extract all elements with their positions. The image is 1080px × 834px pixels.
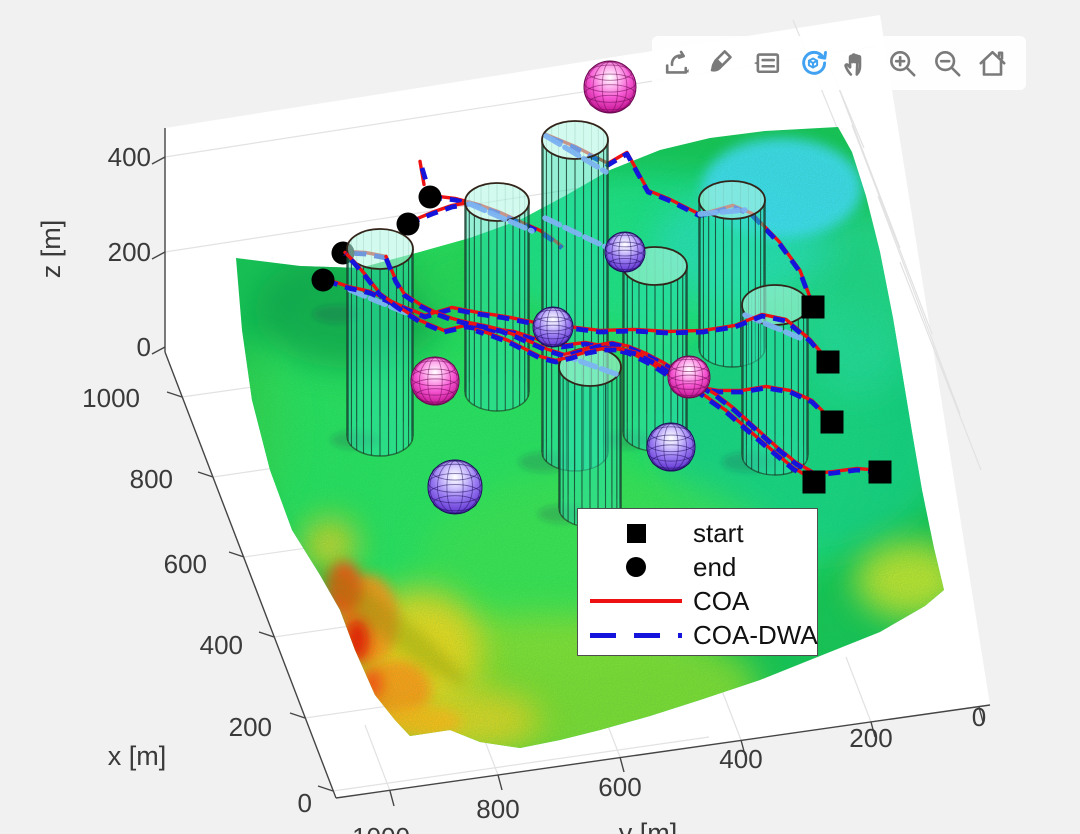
y-tick-400: 400 <box>719 744 762 774</box>
legend-row-coa-dwa: COA-DWA <box>588 618 818 652</box>
x-axis-label: x [m] <box>108 741 167 771</box>
obstacle-sphere-magenta <box>667 355 711 399</box>
start-marker <box>802 470 826 494</box>
y-tick-200: 200 <box>849 723 892 753</box>
x-tick-400: 400 <box>200 630 243 660</box>
z-tick-400: 400 <box>108 142 151 172</box>
start-marker <box>816 350 840 374</box>
obstacle-sphere-magenta <box>583 60 637 114</box>
tick-labels: 400 200 0 1000 800 600 400 200 0 1000 80… <box>82 142 986 834</box>
sphere-obstacles <box>410 60 711 515</box>
start-marker <box>820 410 844 434</box>
x-tick-1000: 1000 <box>82 383 140 413</box>
export-button[interactable] <box>655 39 700 87</box>
y-tick-800: 800 <box>476 794 519 824</box>
legend-end-marker <box>626 557 646 577</box>
y-tick-0: 0 <box>972 702 986 732</box>
legend-end-label: end <box>693 551 737 582</box>
cylinder-top-rim <box>698 180 766 220</box>
axes-toolbar <box>652 36 1026 90</box>
datatips-button[interactable] <box>745 39 790 87</box>
x-tick-0: 0 <box>298 788 312 818</box>
legend-coa-dwa-line <box>590 632 682 638</box>
start-end-markers <box>311 185 892 494</box>
obstacle-sphere-purple <box>646 422 696 472</box>
x-axis-line <box>164 351 337 799</box>
end-marker <box>418 185 442 209</box>
legend-row-coa: COA <box>588 584 817 618</box>
pan-button[interactable] <box>835 39 880 87</box>
path-through-cylinder <box>697 207 748 217</box>
legend[interactable]: start end COA COA-DWA <box>577 508 818 656</box>
brush-icon <box>710 49 732 72</box>
zoom-in-button[interactable] <box>880 39 925 87</box>
obstacle-sphere-purple <box>427 459 483 515</box>
brush-button[interactable] <box>700 39 745 87</box>
cylinder-top-rim <box>346 228 414 270</box>
y-axis-line <box>335 704 991 799</box>
z-axis-label: z [m] <box>36 220 66 279</box>
start-marker <box>801 295 825 319</box>
obstacle-sphere-purple <box>604 231 646 273</box>
path-coa <box>406 200 472 225</box>
restore-view-button[interactable] <box>970 39 1015 87</box>
cylinder-top-rim <box>541 120 609 160</box>
path-coa-dwa <box>475 328 816 485</box>
path-coa-dwa <box>545 133 816 308</box>
tick-marks <box>151 156 984 807</box>
path-coa-dwa <box>343 252 834 424</box>
y-axis-label: y [m] <box>619 818 678 834</box>
path-through-cylinder <box>543 133 609 175</box>
end-marker <box>396 212 420 236</box>
x-tick-200: 200 <box>229 712 272 742</box>
x-tick-600: 600 <box>164 549 207 579</box>
path-through-cylinder <box>542 215 609 250</box>
home-icon <box>979 50 1006 76</box>
obstacle-sphere-magenta <box>410 356 460 406</box>
legend-start-label: start <box>693 517 744 548</box>
legend-row-start: start <box>588 516 817 550</box>
axis-titles: z [m] x [m] y [m] <box>36 220 677 834</box>
path-coa-dwa <box>383 257 881 478</box>
legend-coa-label: COA <box>693 585 750 616</box>
obstacle-sphere-purple <box>532 306 574 348</box>
z-tick-200: 200 <box>108 237 151 267</box>
pan-icon <box>844 52 862 76</box>
zoom-out-button[interactable] <box>925 39 970 87</box>
paths-over-layer <box>321 159 882 485</box>
legend-row-end: end <box>588 550 817 584</box>
legend-start-marker <box>626 523 646 543</box>
end-marker <box>311 268 335 292</box>
rotate-3d-icon <box>801 50 827 75</box>
axis-lines <box>164 128 991 799</box>
rotate-3d-button[interactable] <box>790 39 835 87</box>
y-tick-600: 600 <box>598 772 641 802</box>
x-tick-800: 800 <box>130 464 173 494</box>
export-icon <box>665 50 689 74</box>
zoom-out-icon <box>935 50 961 76</box>
legend-coa-line <box>590 599 682 603</box>
y-tick-1000: 1000 <box>352 822 410 834</box>
datatips-icon <box>754 52 780 73</box>
path-through-cylinder <box>467 201 535 234</box>
zoom-in-icon <box>890 50 916 76</box>
z-tick-0: 0 <box>137 332 151 362</box>
start-marker <box>868 460 892 484</box>
legend-coa-dwa-label: COA-DWA <box>693 619 818 650</box>
